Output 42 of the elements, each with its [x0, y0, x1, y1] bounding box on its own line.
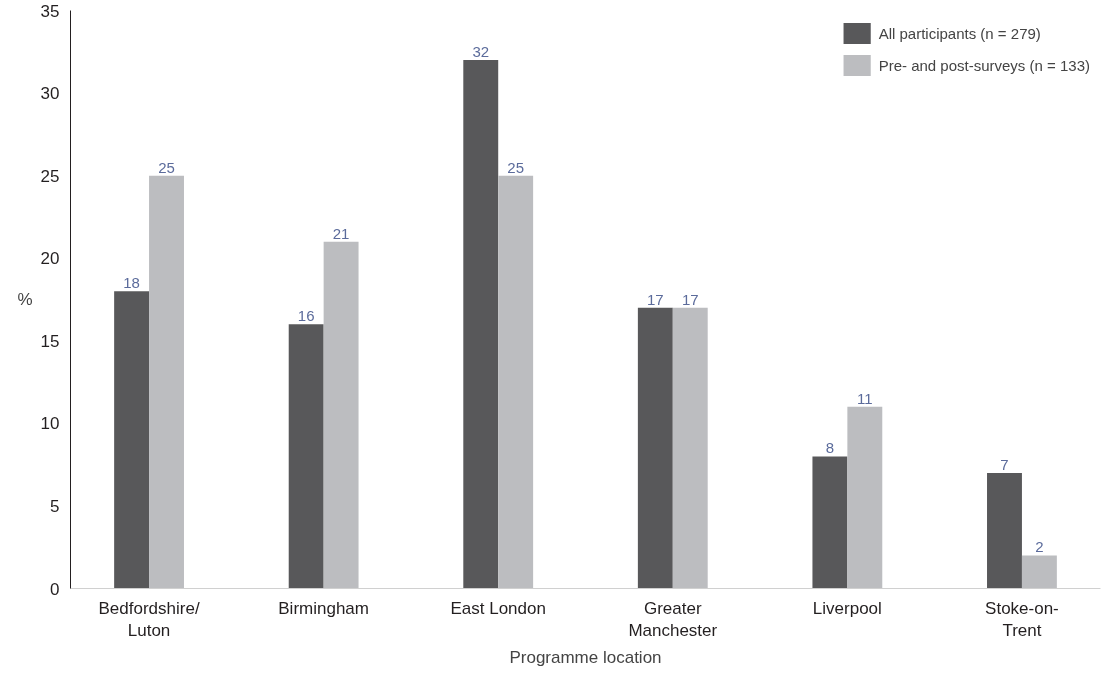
y-tick-label: 35: [40, 1, 60, 21]
legend-label: All participants (n = 279): [878, 24, 1041, 42]
y-tick-label: 25: [40, 166, 60, 186]
x-tick-label: East London: [450, 598, 546, 618]
bar: [847, 406, 883, 589]
data-label: 32: [472, 43, 490, 61]
y-tick-label: 5: [50, 496, 60, 516]
bar: [323, 241, 359, 589]
data-label: 2: [1035, 538, 1044, 556]
y-tick-label: 30: [40, 84, 60, 104]
data-label: 16: [297, 307, 315, 325]
legend-label: Pre- and post-surveys (n = 133): [878, 56, 1090, 74]
data-label: 21: [332, 224, 350, 242]
bar: [149, 175, 184, 589]
data-label: 25: [158, 158, 175, 176]
data-label: 17: [646, 290, 664, 308]
y-axis-title: %: [17, 290, 33, 309]
bar: [987, 472, 1022, 589]
bar: [672, 307, 708, 589]
data-label: 7: [1000, 455, 1009, 473]
x-tick-label: Greater Manchester: [628, 598, 718, 641]
bar: [1021, 555, 1057, 589]
bar: [637, 307, 673, 589]
data-label: 11: [857, 389, 873, 407]
data-label: 8: [825, 439, 835, 457]
bar: [114, 291, 150, 589]
bar: [288, 324, 324, 589]
x-tick-label: Birmingham: [278, 598, 369, 618]
y-tick-label: 10: [40, 414, 60, 434]
data-label: 17: [681, 290, 699, 308]
x-tick-label: Bedfordshire/ Luton: [98, 598, 200, 641]
y-tick-label: 20: [40, 249, 60, 269]
x-tick-label: Liverpool: [812, 598, 882, 618]
x-tick-label: Stoke-on- Trent: [985, 598, 1059, 641]
data-label: 18: [123, 274, 140, 292]
bar: [498, 175, 534, 589]
bar: [812, 456, 848, 589]
data-label: 25: [507, 158, 525, 176]
bar: [463, 60, 499, 589]
y-tick-label: 15: [40, 331, 60, 351]
y-tick-label: 0: [50, 579, 60, 599]
x-axis-title: Programme location: [509, 648, 662, 668]
